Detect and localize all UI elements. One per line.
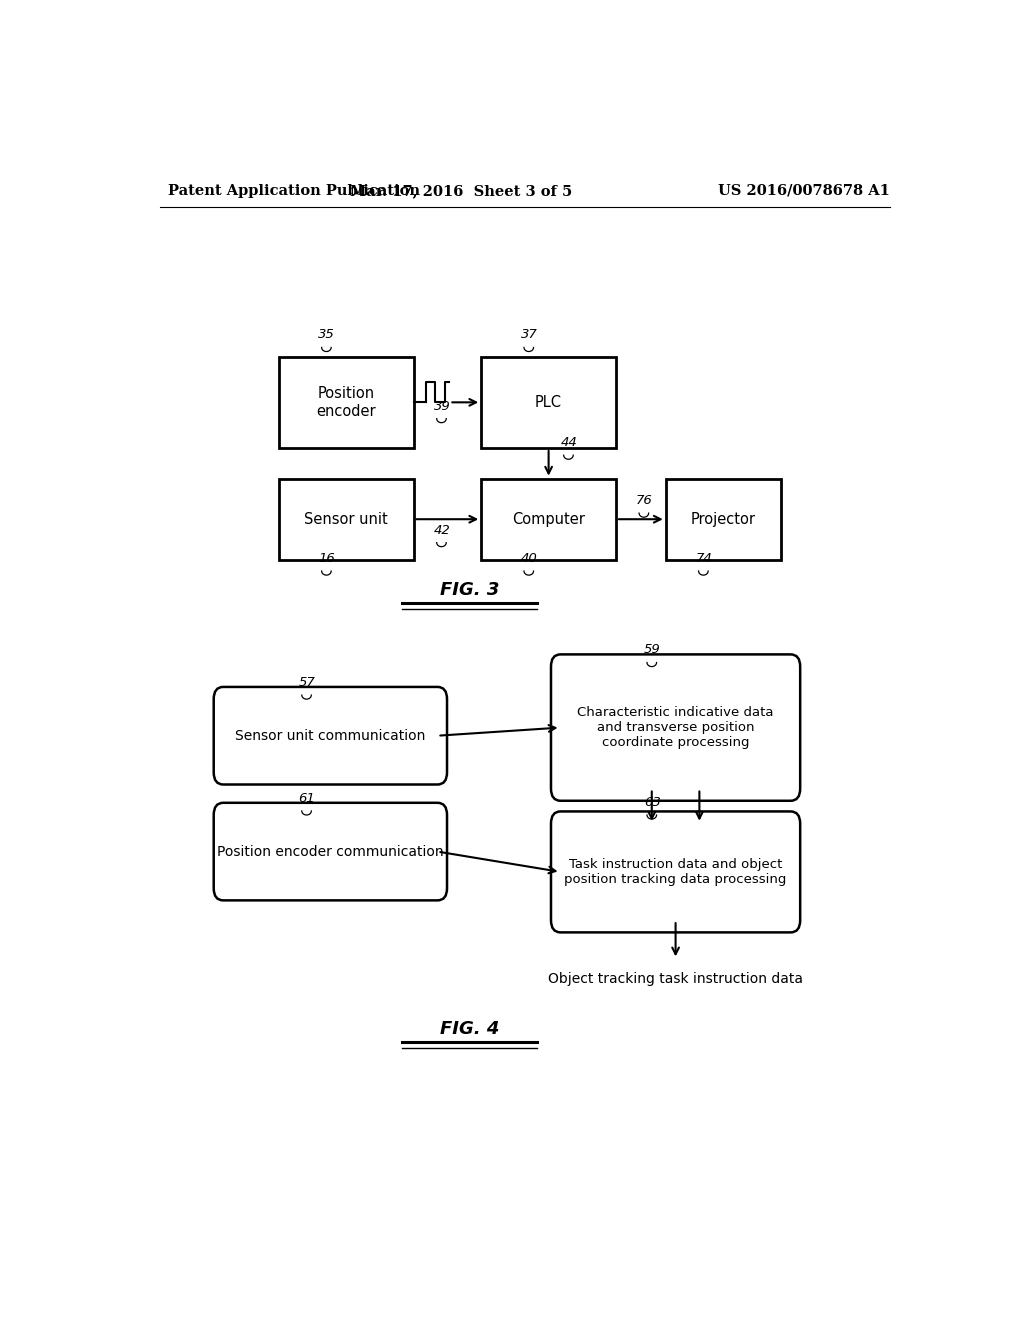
Bar [666, 479, 780, 560]
Text: US 2016/0078678 A1: US 2016/0078678 A1 [718, 183, 890, 198]
FancyBboxPatch shape [551, 812, 800, 932]
Text: 74: 74 [695, 552, 712, 565]
Text: Task instruction data and object
position tracking data processing: Task instruction data and object positio… [564, 858, 786, 886]
Text: Patent Application Publication: Patent Application Publication [168, 183, 420, 198]
Text: PLC: PLC [536, 395, 562, 409]
Bar [279, 356, 414, 447]
Text: Projector: Projector [691, 512, 756, 527]
Text: 76: 76 [636, 494, 652, 507]
Text: Sensor unit communication: Sensor unit communication [236, 729, 426, 743]
Bar [481, 479, 616, 560]
Text: 16: 16 [318, 552, 335, 565]
Text: 39: 39 [433, 400, 451, 412]
Text: 35: 35 [318, 329, 335, 342]
Text: 44: 44 [560, 436, 578, 449]
Text: 63: 63 [644, 796, 660, 809]
Text: 57: 57 [299, 676, 315, 689]
Text: Sensor unit: Sensor unit [304, 512, 388, 527]
Text: 42: 42 [433, 524, 451, 536]
Text: 40: 40 [521, 552, 538, 565]
Text: Position
encoder: Position encoder [316, 387, 376, 418]
Text: Characteristic indicative data
and transverse position
coordinate processing: Characteristic indicative data and trans… [578, 706, 774, 748]
Text: Object tracking task instruction data: Object tracking task instruction data [548, 972, 803, 986]
Bar [481, 356, 616, 447]
Text: 37: 37 [521, 329, 538, 342]
FancyBboxPatch shape [551, 655, 800, 801]
Text: Position encoder communication: Position encoder communication [217, 845, 443, 858]
FancyBboxPatch shape [214, 686, 447, 784]
Text: 61: 61 [299, 792, 315, 805]
Text: FIG. 3: FIG. 3 [439, 581, 499, 598]
Text: FIG. 4: FIG. 4 [439, 1019, 499, 1038]
Text: 59: 59 [644, 643, 660, 656]
FancyBboxPatch shape [214, 803, 447, 900]
Text: Mar. 17, 2016  Sheet 3 of 5: Mar. 17, 2016 Sheet 3 of 5 [350, 183, 572, 198]
Bar [279, 479, 414, 560]
Text: Computer: Computer [512, 512, 585, 527]
